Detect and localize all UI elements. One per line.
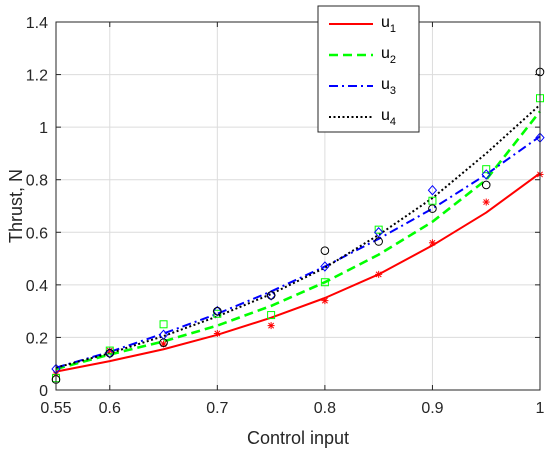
diamond-marker — [212, 305, 223, 317]
x-tick-label: 0.7 — [206, 400, 228, 417]
diamond-marker — [105, 347, 115, 359]
diamond-marker — [320, 261, 330, 272]
x-tick-label: 0.6 — [99, 400, 121, 417]
x-tick-label: 0.55 — [40, 400, 71, 417]
x-tick-label: 1 — [536, 400, 545, 417]
series-layer — [55, 104, 542, 373]
x-tick-label: 0.8 — [314, 400, 336, 417]
legend: u1 u2 u3 u4 — [317, 5, 420, 133]
y-tick-label: 0.6 — [26, 225, 48, 242]
y-tick-label: 1 — [39, 120, 48, 137]
series-line-u1 — [55, 172, 541, 373]
circle-marker — [374, 237, 383, 246]
y-tick-label: 0 — [39, 383, 48, 400]
diamond-marker — [427, 184, 438, 196]
y-tick-label: 0.4 — [26, 278, 48, 295]
asterisk-marker — [428, 239, 436, 247]
y-tick-label: 0.8 — [26, 173, 48, 190]
series-line-u4 — [55, 104, 541, 369]
x-tick-label: 0.9 — [421, 400, 443, 417]
circle-marker — [481, 180, 491, 190]
circle-marker — [320, 246, 330, 255]
circle-marker — [105, 348, 115, 358]
y-tick-labels: 0 0.2 0.4 0.6 0.8 1 1.2 1.4 — [26, 15, 48, 400]
legend-label-u1: u1 — [381, 14, 396, 35]
square-marker — [482, 165, 491, 174]
circle-marker — [159, 338, 168, 347]
y-tick-label: 1.4 — [26, 15, 48, 32]
legend-label-u4: u4 — [381, 107, 396, 128]
circle-marker — [266, 291, 276, 300]
circle-marker — [213, 306, 222, 316]
square-marker — [267, 311, 276, 320]
y-tick-label: 1.2 — [26, 68, 48, 85]
legend-box — [317, 5, 420, 133]
y-axis-title: Thrust, N — [6, 169, 26, 243]
square-marker — [374, 225, 383, 234]
asterisk-marker — [482, 198, 490, 206]
diamond-marker — [481, 169, 491, 180]
x-axis-title: Control input — [247, 428, 349, 448]
series-line-u3 — [55, 135, 541, 369]
square-marker — [213, 309, 222, 318]
square-marker — [428, 196, 437, 205]
legend-label-u2: u2 — [381, 45, 396, 66]
y-tick-label: 0.2 — [26, 330, 48, 347]
diamond-marker — [373, 227, 384, 238]
diamond-marker — [266, 290, 276, 301]
series-line-u2 — [55, 110, 542, 371]
square-marker — [320, 278, 329, 287]
asterisk-marker — [375, 270, 383, 278]
plot-frame — [55, 21, 541, 391]
square-marker — [105, 346, 114, 355]
asterisk-marker — [321, 297, 329, 305]
legend-label-u3: u3 — [381, 76, 396, 97]
asterisk-marker — [267, 322, 275, 330]
asterisk-marker — [213, 329, 221, 337]
x-tick-labels: 0.55 0.6 0.7 0.8 0.9 1 — [40, 400, 544, 417]
marker-layer — [51, 67, 545, 384]
square-marker — [159, 320, 168, 329]
circle-marker — [428, 204, 437, 213]
